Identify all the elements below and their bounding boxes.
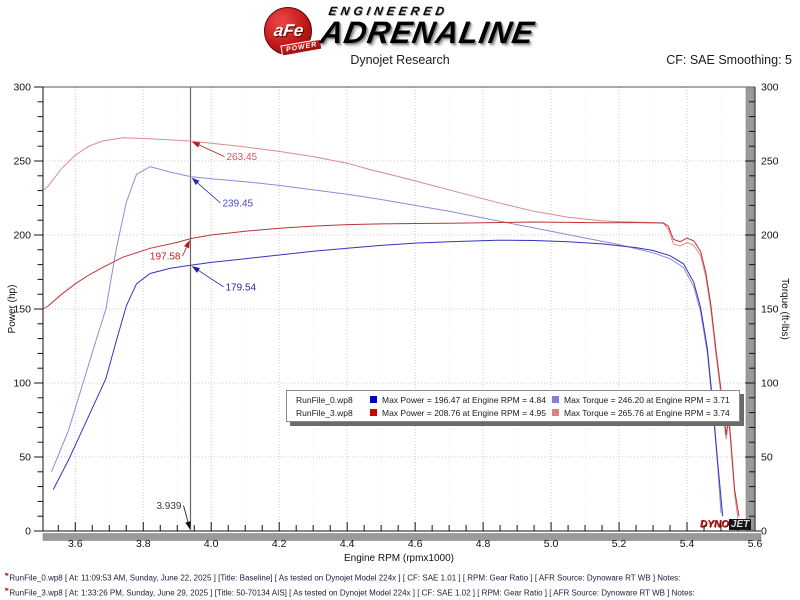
y-axis-tick-label-right: 150 — [761, 304, 779, 316]
legend-power-swatch-icon — [370, 396, 377, 403]
y-axis-title-left: Power (hp) — [7, 285, 18, 334]
x-axis-tick-label: 4.8 — [476, 538, 491, 550]
annotation-leader — [183, 505, 189, 522]
chart-legend: RunFile_0.wp8 Max Power = 196.47 at Engin… — [286, 390, 740, 422]
y-axis-tick-label-left: 100 — [13, 378, 31, 390]
correction-factor-label: CF: SAE Smoothing: 5 — [666, 53, 792, 67]
annotation-value-label: 3.939 — [156, 501, 181, 512]
y-axis-tick-label-right: 100 — [761, 378, 779, 390]
legend-run-name: RunFile_3.wp8 — [296, 407, 353, 418]
legend-max-power-label: Max Power = 196.47 at Engine RPM = 4.84 — [382, 394, 546, 405]
legend-power-swatch-icon — [370, 409, 377, 416]
annotation-leader — [182, 247, 187, 257]
annotation-arrow-icon — [184, 239, 190, 249]
legend-max-power-label: Max Power = 208.76 at Engine RPM = 4.95 — [382, 407, 546, 418]
y-axis-tick-label-left: 150 — [13, 304, 31, 316]
curve-runfile-3-power — [42, 221, 740, 517]
annotation-arrow-icon — [191, 141, 201, 148]
x-axis-tick-label: 4.2 — [272, 538, 287, 550]
run-flag-icon: ⚑ — [4, 588, 10, 595]
title-row: Dynojet Research CF: SAE Smoothing: 5 — [0, 53, 800, 71]
dynojet-logo-jet: JET — [728, 519, 752, 530]
header-logo: aFe POWER ENGINEERED ADRENALINE — [0, 4, 800, 57]
annotation-value-label: 197.58 — [150, 252, 181, 263]
x-axis-tick-label: 3.6 — [68, 538, 83, 550]
dynojet-logo: DYNO JET — [700, 519, 752, 530]
x-axis-tick-label: 5.6 — [748, 538, 763, 550]
x-axis-tick-label: 5.4 — [680, 538, 695, 550]
annotation-arrow-icon — [191, 177, 200, 186]
dynojet-logo-dyno: DYNO — [700, 519, 729, 530]
annotation-leader — [198, 270, 224, 288]
run-info-text-2: RunFile_3.wp8 [ At: 1:33:26 PM, Sunday, … — [9, 588, 695, 598]
y-axis-tick-label-left: 250 — [13, 156, 31, 168]
x-axis-tick-label: 5.2 — [612, 538, 627, 550]
y-axis-tick-label-right: 200 — [761, 230, 779, 242]
afe-power-badge-icon: aFe POWER — [264, 7, 324, 57]
legend-torque-swatch-icon — [552, 396, 559, 403]
annotation-value-label: 263.45 — [226, 152, 257, 163]
annotation-arrow-icon — [191, 266, 200, 273]
legend-row: RunFile_3.wp8 Max Power = 208.76 at Engin… — [287, 406, 739, 419]
y-axis-tick-label-left: 50 — [19, 452, 31, 464]
annotation-value-label: 239.45 — [222, 199, 253, 210]
legend-run-name: RunFile_0.wp8 — [296, 394, 353, 405]
x-axis-tick-label: 5.0 — [544, 538, 559, 550]
y-axis-tick-label-left: 0 — [25, 526, 31, 538]
annotation-leader — [197, 182, 221, 204]
y-axis-tick-label-right: 0 — [761, 526, 767, 538]
legend-max-torque-label: Max Torque = 265.76 at Engine RPM = 3.74 — [564, 407, 730, 418]
y-axis-tick-label-right: 300 — [761, 82, 779, 94]
y-axis-tick-label-left: 200 — [13, 230, 31, 242]
run-info-text-1: RunFile_0.wp8 [ At: 11:09:53 AM, Sunday,… — [9, 573, 681, 583]
x-axis-tick-label: 4.6 — [408, 538, 423, 550]
x-axis-title: Engine RPM (rpmx1000) — [344, 553, 454, 564]
x-axis-tick-label: 4.0 — [204, 538, 219, 550]
y-axis-tick-label-left: 300 — [13, 82, 31, 94]
run-info-line-1: ⚑RunFile_0.wp8 [ At: 11:09:53 AM, Sunday… — [4, 570, 796, 585]
legend-row: RunFile_0.wp8 Max Power = 196.47 at Engin… — [287, 393, 739, 406]
x-axis-tick-label: 4.4 — [340, 538, 355, 550]
annotation-leader — [198, 144, 225, 157]
y-axis-title-right: Torque (ft-lbs) — [779, 278, 790, 340]
curve-runfile-0-power — [52, 239, 724, 517]
curve-runfile-0-torque — [51, 166, 722, 514]
x-axis-tick-label: 3.8 — [136, 538, 151, 550]
y-axis-tick-label-right: 250 — [761, 156, 779, 168]
run-flag-icon: ⚑ — [4, 573, 10, 579]
y-axis-tick-label-right: 50 — [761, 452, 773, 464]
run-info-footer: ⚑RunFile_0.wp8 [ At: 11:09:53 AM, Sunday… — [4, 570, 796, 600]
curve-runfile-3-torque — [42, 137, 739, 520]
legend-torque-swatch-icon — [552, 409, 559, 416]
x-scroll-bar[interactable] — [42, 533, 762, 541]
annotation-value-label: 179.54 — [225, 282, 256, 293]
legend-max-torque-label: Max Torque = 246.20 at Engine RPM = 3.71 — [564, 394, 730, 405]
run-info-line-2: ⚑RunFile_3.wp8 [ At: 1:33:26 PM, Sunday,… — [4, 585, 796, 600]
chart-title: Dynojet Research — [350, 53, 450, 67]
annotation-arrow-icon — [185, 521, 191, 530]
